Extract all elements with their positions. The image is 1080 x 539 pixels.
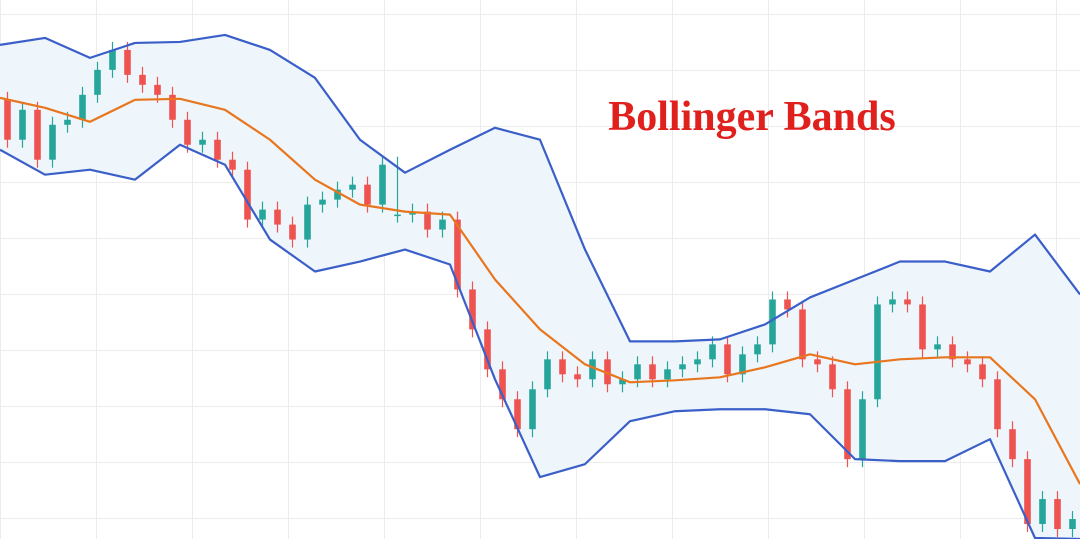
candle-body [589,359,596,380]
candle-body [949,344,956,360]
candle-body [754,344,761,355]
candle-body [64,119,71,125]
candle-body [829,364,836,390]
candle-body [259,209,266,220]
candle-body [214,139,221,160]
candle-body [934,344,941,350]
candle-body [334,189,341,200]
candle-body [604,359,611,385]
band-line [0,143,1080,539]
candle-body [184,119,191,145]
candle-body [424,211,431,230]
candle-body [814,359,821,365]
candle-body [109,49,116,70]
candle-body [289,224,296,240]
candle-body [514,399,521,430]
candle-body [574,374,581,380]
band-line [0,96,1080,485]
candle-body [664,369,671,380]
candle-body [649,364,656,380]
candle-body [499,369,506,400]
candle-body [439,219,446,230]
candle-body [199,139,206,145]
candle-body [229,159,236,170]
candle-body [154,84,161,95]
candle-body [49,124,56,160]
candle-body [379,164,386,205]
candle-body [904,299,911,305]
candle-body [784,299,791,310]
candle-body [1054,499,1061,530]
candle-body [724,344,731,375]
candle-body [679,364,686,370]
candle-body [979,364,986,380]
candle-body [964,359,971,365]
candle-body [859,399,866,460]
candle-body [484,329,491,370]
candle-body [994,379,1001,430]
candle-body [919,304,926,350]
candle-body [394,214,401,217]
candle-body [559,359,566,375]
candle-body [454,219,461,290]
candle-body [1039,499,1046,525]
candle-body [34,109,41,160]
candle-body [94,69,101,95]
candle-body [874,304,881,400]
candle-body [544,359,551,390]
candle-body [1069,519,1076,530]
candle-body [844,389,851,460]
candle-body [529,389,536,430]
candle-body [1024,459,1031,525]
candle-body [19,109,26,140]
candle-body [319,199,326,205]
candle-body [799,309,806,360]
candle-body [79,94,86,120]
candle-body [739,354,746,375]
candle-body [1009,429,1016,460]
candle-body [169,94,176,120]
candle-body [694,359,701,365]
candle-body [889,299,896,305]
band-line [0,33,1080,343]
band-fill [0,34,1080,539]
candle-body [274,209,281,225]
candle-body [4,99,11,140]
candle-body [304,204,311,240]
candle-body [619,379,626,385]
candle-body [469,289,476,330]
candle-body [364,184,371,205]
candle-body [124,49,131,75]
candle-body [634,364,641,380]
candle-body [139,74,146,85]
chart-title: Bollinger Bands [608,94,895,140]
candle-body [349,184,356,190]
candle-body [244,169,251,220]
candle-body [769,299,776,345]
candle-body [709,344,716,360]
